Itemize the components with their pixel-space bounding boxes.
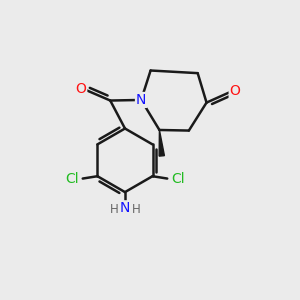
Text: O: O [230, 84, 241, 98]
Polygon shape [159, 130, 164, 156]
Text: N: N [120, 201, 130, 215]
Text: Cl: Cl [171, 172, 184, 186]
Text: N: N [136, 93, 146, 107]
Text: O: O [75, 82, 86, 96]
Text: H: H [132, 203, 140, 216]
Text: H: H [110, 203, 118, 216]
Text: Cl: Cl [65, 172, 79, 186]
